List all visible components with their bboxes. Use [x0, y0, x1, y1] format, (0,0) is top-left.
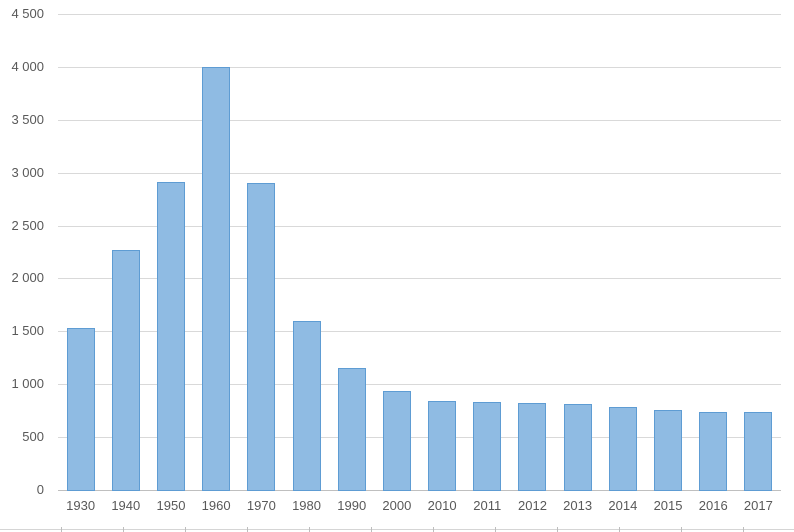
sheet-row-border — [0, 529, 794, 530]
gridline — [58, 119, 781, 121]
x-tick-label: 2015 — [653, 498, 683, 513]
bar-2000 — [382, 391, 411, 491]
sheet-column-tick — [743, 527, 744, 532]
bar-1970 — [247, 183, 276, 491]
bar-2017 — [744, 411, 773, 491]
y-tick-label: 4 500 — [11, 6, 44, 21]
y-tick-label: 3 000 — [11, 164, 44, 180]
gridline — [58, 172, 781, 174]
x-tick-label: 1970 — [246, 498, 276, 513]
y-tick-label: 2 500 — [11, 217, 44, 233]
y-tick-label: 2 000 — [11, 270, 44, 286]
y-tick-label: 1 500 — [11, 323, 44, 339]
bar-2012 — [518, 402, 547, 491]
x-tick-label: 1940 — [111, 498, 141, 513]
gridline — [58, 14, 781, 15]
sheet-column-tick — [247, 527, 248, 532]
y-tick-label: 1 000 — [11, 376, 44, 392]
sheet-column-tick — [371, 527, 372, 532]
x-tick-label: 2000 — [382, 498, 412, 513]
y-tick-label: 500 — [22, 429, 44, 445]
sheet-column-tick — [61, 527, 62, 532]
sheet-column-tick — [557, 527, 558, 532]
sheet-column-tick — [433, 527, 434, 532]
bar-1960 — [202, 66, 231, 491]
y-tick-label: 3 500 — [11, 111, 44, 127]
x-tick-label: 2014 — [608, 498, 638, 513]
y-tick-label: 4 000 — [11, 58, 44, 74]
sheet-column-tick — [619, 527, 620, 532]
x-tick-label: 1930 — [66, 498, 96, 513]
x-tick-label: 2012 — [518, 498, 547, 513]
x-axis-line — [58, 490, 781, 491]
gridline — [58, 437, 781, 439]
gridline — [58, 331, 781, 333]
bar-1930 — [66, 328, 95, 491]
sheet-column-tick — [495, 527, 496, 532]
x-tick-label: 2013 — [563, 498, 593, 513]
bar-1980 — [292, 320, 321, 491]
bar-1940 — [111, 249, 140, 491]
gridline — [58, 66, 781, 68]
sheet-column-tick — [309, 527, 310, 532]
gridline — [58, 384, 781, 386]
sheet-column-tick — [185, 527, 186, 532]
bar-2010 — [428, 401, 457, 491]
x-tick-label: 1980 — [292, 498, 321, 513]
x-tick-label: 2016 — [698, 498, 728, 513]
x-tick-label: 2017 — [743, 498, 773, 513]
x-tick-label: 1950 — [156, 498, 186, 513]
y-tick-label: 0 — [36, 482, 44, 497]
bar-1950 — [156, 182, 185, 491]
gridline — [58, 278, 781, 280]
x-tick-label: 1960 — [201, 498, 231, 513]
gridline — [58, 225, 781, 227]
x-tick-label: 1990 — [337, 498, 367, 513]
bar-2013 — [563, 404, 592, 491]
sheet-column-tick — [123, 527, 124, 532]
sheet-column-tick — [681, 527, 682, 532]
bar-2015 — [654, 409, 683, 491]
bar-2011 — [473, 402, 502, 491]
bar-2014 — [608, 407, 637, 491]
bar-1990 — [337, 368, 366, 491]
x-tick-label: 2010 — [427, 498, 457, 513]
x-tick-label: 2011 — [473, 498, 502, 513]
bar-2016 — [699, 411, 728, 491]
